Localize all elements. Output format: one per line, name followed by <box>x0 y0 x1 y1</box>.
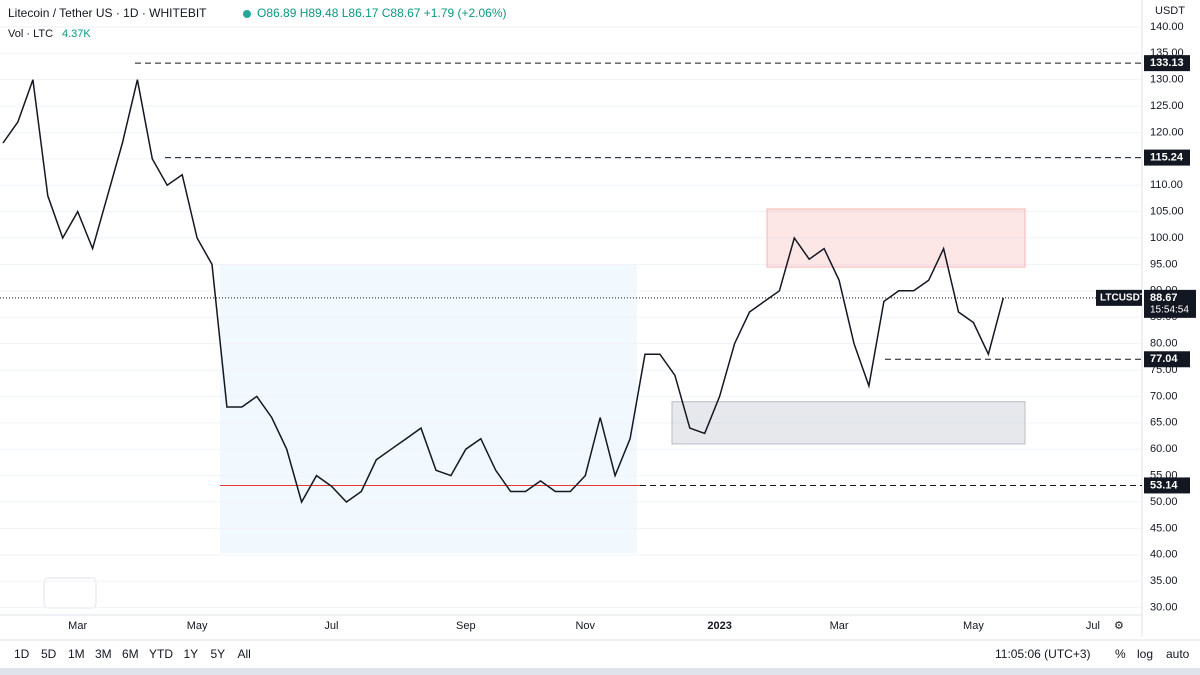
ohlc: O86.89 H89.48 L86.17 C88.67 +1.79 (+2.06… <box>257 6 507 20</box>
range-button[interactable]: All <box>238 647 251 661</box>
level-badge <box>1144 55 1190 72</box>
level-badge <box>1144 477 1190 494</box>
x-tick-label: Sep <box>456 620 476 632</box>
x-tick-label: May <box>187 620 208 632</box>
x-tick-label: May <box>963 620 984 632</box>
level-badge <box>1144 149 1190 166</box>
price-line <box>2 79 1005 504</box>
y-tick-label: 40.00 <box>1150 549 1178 561</box>
x-tick-label: Mar <box>68 620 87 632</box>
bottom-toolbar: 1D 5D 1M 3M 6M YTD 1Y 5Y All 11:05:06 (UTC+3)% log… <box>14 647 1190 661</box>
price-badge <box>1144 289 1196 318</box>
x-tick-label: Jul <box>324 620 338 632</box>
y-tick-label: 65.00 <box>1150 417 1178 429</box>
y-tick-label: 80.00 <box>1150 338 1178 350</box>
bottom-strip <box>0 668 1200 675</box>
gear-icon[interactable]: ⚙ <box>1114 620 1124 632</box>
x-tick-label: 2023 <box>707 620 731 632</box>
range-button[interactable]: 1M <box>68 647 85 661</box>
zone <box>671 401 1026 445</box>
range-button[interactable]: YTD <box>149 647 173 661</box>
range-button[interactable]: 1Y <box>184 647 199 661</box>
clock[interactable]: 11:05:06 (UTC+3) <box>995 647 1091 661</box>
y-tick-label: 45.00 <box>1150 522 1178 534</box>
currency-selector[interactable]: USDT <box>1155 5 1185 17</box>
x-tick-label: Jul <box>1086 620 1100 632</box>
y-tick-label: 60.00 <box>1150 443 1178 455</box>
range-highlight <box>220 265 637 553</box>
symbol-tag: LTCUSDT <box>1100 293 1146 304</box>
y-tick-label: 140.00 <box>1150 21 1184 33</box>
level-label: 77.04 <box>1150 353 1178 365</box>
y-tick-label: 35.00 <box>1150 575 1178 587</box>
axis-option[interactable]: % <box>1115 647 1126 661</box>
range-button[interactable]: 5Y <box>211 647 226 661</box>
range-button[interactable]: 3M <box>95 647 112 661</box>
x-tick-label: Nov <box>575 620 595 632</box>
y-tick-label: 120.00 <box>1150 126 1184 138</box>
volume-value: 4.37K <box>62 28 91 40</box>
y-tick-label: 30.00 <box>1150 602 1178 614</box>
y-tick-label: 100.00 <box>1150 232 1184 244</box>
countdown: 15:54:54 <box>1150 305 1189 316</box>
y-tick-label: 105.00 <box>1150 206 1184 218</box>
zone <box>766 208 1026 268</box>
last-price-label: 88.67 <box>1150 292 1178 304</box>
drawing-toolbar-handle[interactable] <box>43 577 97 609</box>
y-tick-label: 70.00 <box>1150 390 1178 402</box>
range-button[interactable]: 1D <box>14 647 30 661</box>
axis-option[interactable]: log <box>1137 647 1153 661</box>
level-label: 53.14 <box>1150 479 1178 491</box>
x-tick-label: Mar <box>830 620 849 632</box>
level-label: 133.13 <box>1150 57 1184 69</box>
y-tick-label: 125.00 <box>1150 100 1184 112</box>
level-badge <box>1144 351 1190 368</box>
status-dot <box>243 10 251 18</box>
symbol-title[interactable]: Litecoin / Tether US · 1D · WHITEBIT <box>8 6 207 20</box>
range-button[interactable]: 6M <box>122 647 139 661</box>
y-tick-label: 95.00 <box>1150 258 1178 270</box>
axis-option[interactable]: auto <box>1166 647 1190 661</box>
range-button[interactable]: 5D <box>41 647 57 661</box>
y-tick-label: 50.00 <box>1150 496 1178 508</box>
y-tick-label: 130.00 <box>1150 74 1184 86</box>
level-label: 115.24 <box>1150 151 1184 163</box>
y-tick-label: 110.00 <box>1150 179 1183 191</box>
volume-label: Vol · LTC <box>8 28 53 40</box>
symbol-badge <box>1096 289 1142 306</box>
